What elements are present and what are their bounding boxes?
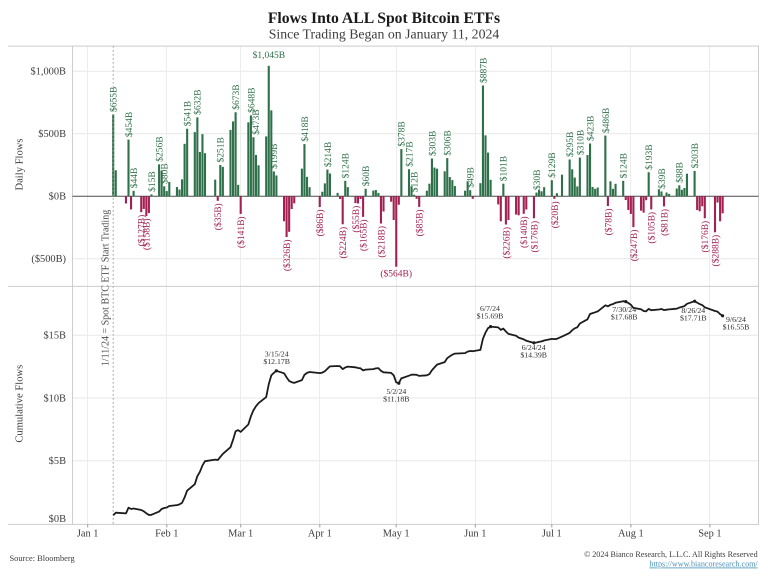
svg-text:($247B): ($247B)	[629, 230, 640, 262]
svg-text:7/30/24: 7/30/24	[612, 305, 636, 314]
svg-text:$632B: $632B	[193, 90, 204, 115]
svg-text:$16.55B: $16.55B	[723, 323, 750, 332]
svg-text:$101B: $101B	[499, 156, 510, 181]
svg-text:$30B: $30B	[532, 170, 543, 191]
svg-text:($127B): ($127B)	[137, 215, 148, 247]
svg-text:($564B): ($564B)	[380, 269, 412, 280]
svg-text:$14.39B: $14.39B	[520, 351, 547, 360]
svg-text:Cumulative Flows: Cumulative Flows	[15, 365, 26, 443]
svg-text:($326B): ($326B)	[282, 240, 293, 272]
svg-text:$39B: $39B	[657, 168, 668, 189]
svg-text:$673B: $673B	[231, 84, 242, 109]
svg-text:$12B: $12B	[410, 172, 421, 193]
svg-text:$11.18B: $11.18B	[383, 395, 409, 404]
svg-text:Source: Bloomberg: Source: Bloomberg	[10, 554, 76, 563]
svg-text:$486B: $486B	[601, 108, 612, 133]
svg-text:Aug 1: Aug 1	[618, 529, 644, 540]
svg-text:$251B: $251B	[216, 137, 227, 162]
svg-text:$49B: $49B	[466, 167, 477, 188]
svg-text:$887B: $887B	[478, 58, 489, 83]
svg-text:$473B: $473B	[251, 109, 262, 134]
svg-text:6/7/24: 6/7/24	[480, 304, 500, 313]
svg-text:$199B: $199B	[269, 144, 280, 169]
svg-text:$12.17B: $12.17B	[263, 357, 290, 366]
svg-text:($226B): ($226B)	[501, 227, 512, 259]
svg-text:($86B): ($86B)	[315, 210, 326, 237]
svg-text:$44B: $44B	[129, 168, 140, 189]
svg-text:Jul 1: Jul 1	[542, 529, 562, 540]
svg-text:($35B): ($35B)	[213, 203, 224, 230]
svg-text:$17.68B: $17.68B	[611, 313, 638, 322]
svg-text:($105B): ($105B)	[647, 212, 658, 244]
svg-text:$10B: $10B	[43, 393, 66, 404]
svg-text:($218B): ($218B)	[376, 226, 387, 258]
svg-text:$0B: $0B	[49, 192, 66, 203]
svg-text:1/11/24 = Spot BTC ETF Start T: 1/11/24 = Spot BTC ETF Start Trading	[101, 210, 112, 366]
svg-text:($165B): ($165B)	[359, 219, 370, 251]
svg-text:6/24/24: 6/24/24	[522, 343, 546, 352]
svg-text:Daily Flows: Daily Flows	[15, 138, 26, 190]
svg-text:$15B: $15B	[43, 331, 66, 342]
svg-text:5/2/24: 5/2/24	[386, 387, 406, 396]
svg-text:$306B: $306B	[443, 130, 454, 155]
svg-text:$214B: $214B	[323, 142, 334, 167]
svg-text:$217B: $217B	[404, 141, 415, 166]
svg-text:($176B): ($176B)	[700, 221, 711, 253]
svg-text:Apr 1: Apr 1	[308, 529, 332, 540]
svg-text:$15.69B: $15.69B	[477, 312, 504, 321]
svg-text:$1,000B: $1,000B	[30, 67, 66, 78]
svg-text:$124B: $124B	[619, 153, 630, 178]
svg-text:($224B): ($224B)	[338, 227, 349, 259]
svg-text:$256B: $256B	[155, 136, 166, 161]
svg-text:($176B): ($176B)	[529, 221, 540, 253]
svg-text:($158B): ($158B)	[142, 219, 153, 251]
svg-text:$203B: $203B	[690, 143, 701, 168]
svg-text:Jun 1: Jun 1	[464, 529, 486, 540]
svg-text:$655B: $655B	[109, 87, 120, 112]
svg-text:($288B): ($288B)	[710, 235, 721, 267]
svg-text:$124B: $124B	[341, 153, 352, 178]
svg-text:Since Trading Began on January: Since Trading Began on January 11, 2024	[269, 27, 500, 42]
svg-text:May 1: May 1	[383, 529, 410, 540]
svg-text:Feb 1: Feb 1	[155, 529, 178, 540]
svg-text:$60B: $60B	[361, 166, 372, 187]
svg-text:https://www.biancoresearch.com: https://www.biancoresearch.com/	[649, 560, 758, 569]
svg-text:($141B): ($141B)	[236, 216, 247, 248]
svg-text:$500B: $500B	[38, 129, 66, 140]
svg-text:© 2024 Bianco Research, L.L.C.: © 2024 Bianco Research, L.L.C. All Right…	[584, 550, 758, 559]
svg-text:$541B: $541B	[183, 101, 194, 126]
svg-text:$295B: $295B	[565, 132, 576, 157]
svg-text:$310B: $310B	[575, 130, 586, 155]
svg-text:$303B: $303B	[427, 131, 438, 156]
svg-text:($500B): ($500B)	[31, 254, 66, 265]
svg-text:$648B: $648B	[246, 88, 257, 113]
svg-text:$15B: $15B	[147, 171, 158, 192]
svg-text:Sep 1: Sep 1	[698, 529, 721, 540]
svg-text:Flows Into ALL Spot Bitcoin ET: Flows Into ALL Spot Bitcoin ETFs	[268, 10, 500, 27]
svg-text:($20B): ($20B)	[550, 201, 561, 228]
svg-text:($140B): ($140B)	[519, 216, 530, 248]
svg-text:$193B: $193B	[644, 144, 655, 169]
svg-text:($55B): ($55B)	[351, 206, 362, 233]
svg-text:9/6/24: 9/6/24	[726, 315, 746, 324]
svg-text:($85B): ($85B)	[415, 209, 426, 236]
svg-text:$1,045B: $1,045B	[253, 50, 285, 61]
svg-text:$5B: $5B	[49, 456, 66, 467]
svg-text:$423B: $423B	[585, 116, 596, 141]
svg-text:($78B): ($78B)	[603, 209, 614, 236]
svg-text:Jan 1: Jan 1	[77, 529, 99, 540]
svg-text:$0B: $0B	[49, 514, 66, 525]
svg-text:Mar 1: Mar 1	[228, 529, 253, 540]
svg-text:($81B): ($81B)	[659, 209, 670, 236]
svg-text:$378B: $378B	[397, 121, 408, 146]
svg-text:$80B: $80B	[160, 163, 171, 184]
svg-text:$418B: $418B	[300, 116, 311, 141]
svg-text:$88B: $88B	[675, 162, 686, 183]
svg-text:$129B: $129B	[547, 152, 558, 177]
svg-text:3/15/24: 3/15/24	[265, 350, 289, 359]
svg-text:8/26/24: 8/26/24	[681, 306, 705, 315]
svg-text:$17.71B: $17.71B	[680, 314, 707, 323]
svg-text:$454B: $454B	[124, 112, 135, 137]
